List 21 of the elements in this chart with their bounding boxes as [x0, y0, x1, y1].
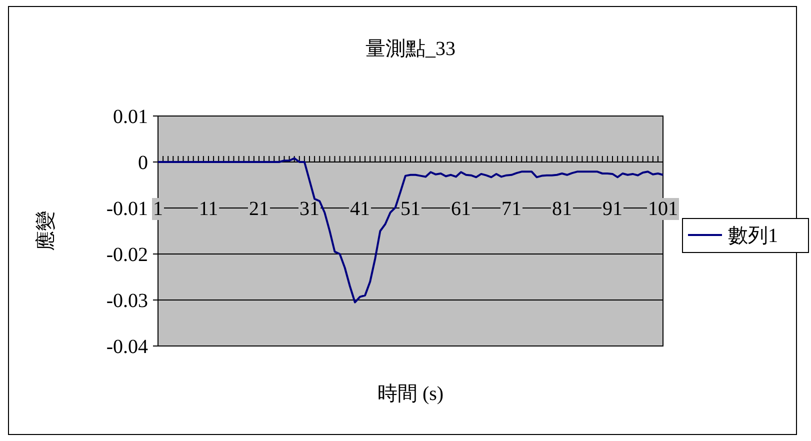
y-tick-label: -0.01: [106, 198, 148, 220]
y-tick-label: 0.01: [113, 106, 148, 128]
x-tick-label: 101: [648, 198, 678, 220]
x-tick-label: 41: [350, 198, 370, 220]
y-tick-label: 0: [138, 152, 148, 174]
legend-label: 數列1: [728, 225, 778, 247]
y-axis-title: 應變: [35, 211, 57, 251]
x-tick-label: 51: [400, 198, 420, 220]
x-tick-label: 11: [198, 198, 218, 220]
x-axis-title: 時間 (s): [377, 383, 444, 405]
x-tick-label: 21: [249, 198, 269, 220]
y-tick-label: -0.02: [106, 244, 148, 266]
x-tick-label: 31: [300, 198, 320, 220]
y-tick-label: -0.04: [106, 336, 148, 358]
x-tick-label: 1: [153, 198, 163, 220]
chart-title: 量測點_33: [366, 38, 456, 60]
x-tick-label: 91: [602, 198, 622, 220]
x-tick-label: 81: [552, 198, 572, 220]
y-tick-label: -0.03: [106, 290, 148, 312]
x-tick-label: 71: [502, 198, 522, 220]
x-tick-label: 61: [451, 198, 471, 220]
